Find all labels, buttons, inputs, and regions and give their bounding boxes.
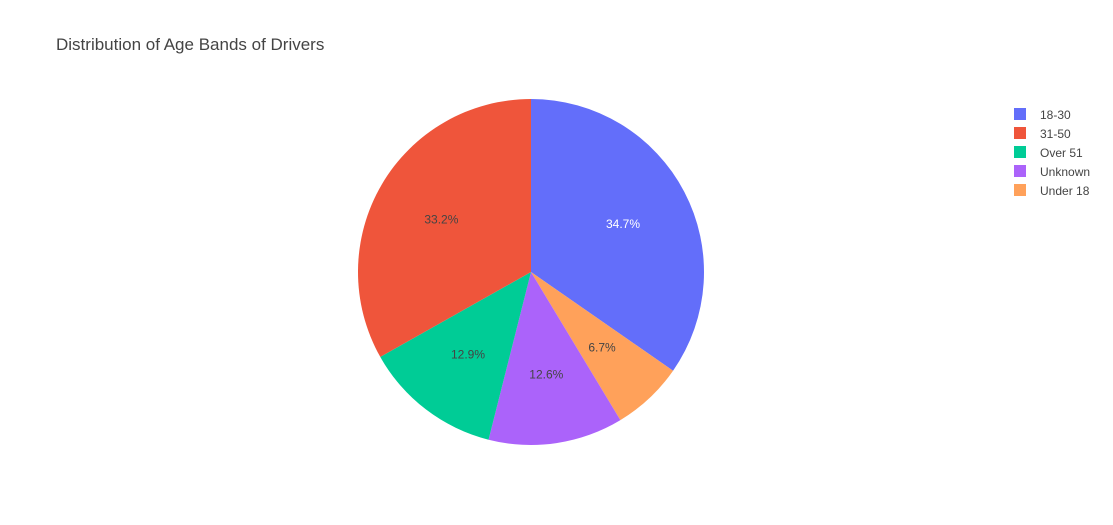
slice-label-31-50: 33.2% [424,213,458,227]
legend-label-over-51: Over 51 [1040,146,1083,160]
legend-swatch-18-30 [1014,108,1026,120]
legend-item-under-18[interactable]: Under 18 [1014,184,1090,198]
legend-label-31-50: 31-50 [1040,127,1071,141]
legend-item-31-50[interactable]: 31-50 [1014,127,1071,141]
legend-item-18-30[interactable]: 18-30 [1014,108,1071,122]
chart-title: Distribution of Age Bands of Drivers [56,35,324,54]
slice-label-under-18: 6.7% [588,341,616,355]
slice-label-unknown: 12.6% [529,368,563,382]
pie-slice-31-50[interactable] [357,99,531,357]
pie-slice-unknown[interactable] [488,272,621,446]
legend: 18-30 31-50 Over 51 Unknown Under 18 [1014,108,1090,198]
legend-swatch-31-50 [1014,127,1026,139]
legend-swatch-under-18 [1014,184,1026,196]
legend-swatch-over-51 [1014,146,1026,158]
pie-slice-labels: 34.7% 6.7% 12.6% 12.9% 33.2% [424,213,640,382]
pie-slice-under-18[interactable] [531,272,674,421]
legend-label-unknown: Unknown [1040,165,1090,179]
pie-slice-18-30[interactable] [531,99,705,371]
pie-slices [357,99,705,446]
legend-item-unknown[interactable]: Unknown [1014,165,1090,179]
legend-label-under-18: Under 18 [1040,184,1090,198]
legend-label-18-30: 18-30 [1040,108,1071,122]
slice-label-18-30: 34.7% [606,217,640,231]
legend-item-over-51[interactable]: Over 51 [1014,146,1083,160]
legend-swatch-unknown [1014,165,1026,177]
slice-label-over-51: 12.9% [451,348,485,362]
pie-slice-over-51[interactable] [380,272,531,440]
